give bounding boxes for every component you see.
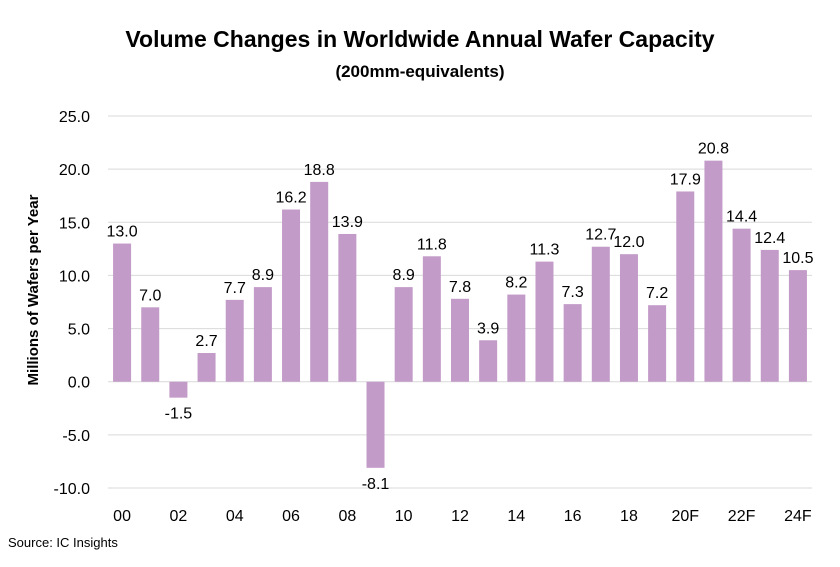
- x-tick-label: 02: [170, 508, 188, 525]
- x-tick-label: 12: [451, 508, 469, 525]
- y-tick-label: 20.0: [59, 162, 90, 179]
- data-label: 16.2: [275, 190, 306, 207]
- bar-2001: [141, 307, 160, 382]
- bar-2008: [338, 233, 357, 382]
- bar-2003: [197, 353, 216, 382]
- bar-2006: [282, 209, 301, 382]
- y-tick-label: -10.0: [54, 481, 91, 498]
- bar-2005: [253, 287, 272, 382]
- data-label: 8.9: [252, 267, 274, 284]
- y-tick-label: 0.0: [68, 375, 90, 392]
- bar-2002: [169, 381, 188, 398]
- data-label: 8.2: [505, 275, 527, 292]
- bar-2018: [619, 254, 638, 382]
- data-label: 12.7: [585, 227, 616, 244]
- x-tick-label: 10: [395, 508, 413, 525]
- data-label: 10.5: [782, 250, 813, 267]
- source-note: Source: IC Insights: [8, 535, 118, 550]
- bar-2000: [113, 243, 132, 382]
- x-tick-label: 04: [226, 508, 244, 525]
- data-label: 20.8: [698, 141, 729, 158]
- bar-2019: [648, 305, 667, 382]
- bar-2023F: [760, 249, 779, 382]
- bar-2009: [366, 381, 385, 468]
- bar-2017: [591, 246, 610, 382]
- data-label: 3.9: [477, 320, 499, 337]
- bar-2004: [225, 299, 244, 382]
- bar-2010: [394, 287, 413, 382]
- bar-2020F: [676, 191, 695, 382]
- x-tick-label: 14: [507, 508, 525, 525]
- y-tick-label: 5.0: [68, 322, 90, 339]
- data-label: 13.9: [332, 214, 363, 231]
- bar-2022F: [732, 228, 751, 382]
- x-tick-label: 22F: [728, 508, 756, 525]
- data-label: 18.8: [304, 162, 335, 179]
- data-label: -8.1: [362, 476, 390, 493]
- y-axis-label: Millions of Wafers per Year: [25, 194, 42, 385]
- bar-2012: [451, 298, 469, 382]
- bar-2016: [563, 304, 582, 382]
- y-tick-label: -5.0: [62, 428, 90, 445]
- x-tick-label: 08: [338, 508, 356, 525]
- y-tick-label: 25.0: [59, 109, 90, 126]
- data-label: 2.7: [195, 333, 217, 350]
- data-label: 8.9: [393, 267, 415, 284]
- bar-2024F: [788, 270, 807, 382]
- data-label: 14.4: [726, 209, 757, 226]
- data-label: 7.3: [562, 284, 584, 301]
- bar-2015: [535, 261, 554, 382]
- data-label: 7.0: [139, 287, 161, 304]
- data-label: 7.2: [646, 285, 668, 302]
- data-label: 12.4: [754, 230, 785, 247]
- x-tick-label: 18: [620, 508, 638, 525]
- bar-2014: [507, 294, 526, 382]
- bar-2011: [422, 256, 441, 382]
- data-label: 13.0: [107, 224, 138, 241]
- data-label: 7.7: [224, 280, 246, 297]
- y-tick-label: 15.0: [59, 215, 90, 232]
- chart-subtitle: (200mm-equivalents): [335, 62, 505, 81]
- data-label: 17.9: [670, 171, 701, 188]
- data-label: -1.5: [165, 406, 193, 423]
- data-label: 11.3: [530, 242, 560, 259]
- x-tick-label: 00: [113, 508, 131, 525]
- bar-2007: [310, 181, 329, 382]
- x-tick-label: 20F: [671, 508, 699, 525]
- chart-title: Volume Changes in Worldwide Annual Wafer…: [125, 26, 715, 52]
- data-label: 7.8: [449, 279, 471, 296]
- y-tick-label: 10.0: [59, 268, 90, 285]
- x-tick-label: 16: [564, 508, 582, 525]
- bar-2013: [479, 340, 498, 382]
- data-label: 11.8: [417, 236, 447, 253]
- bar-2021F: [704, 160, 723, 382]
- x-tick-label: 06: [282, 508, 300, 525]
- data-label: 12.0: [613, 234, 644, 251]
- x-tick-label: 24F: [784, 508, 812, 525]
